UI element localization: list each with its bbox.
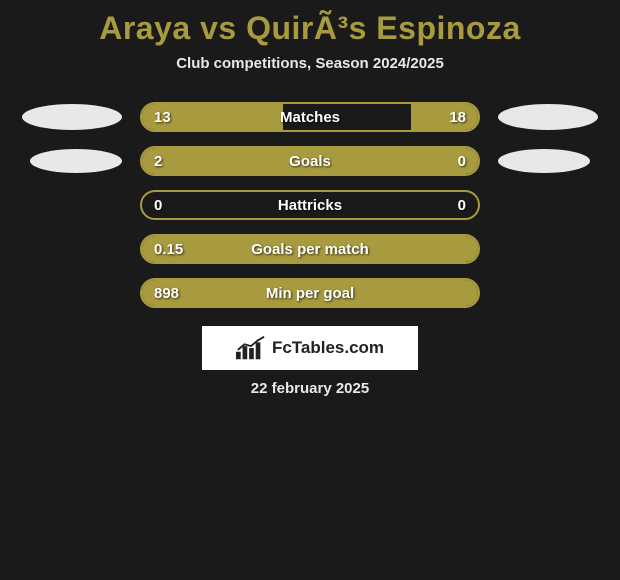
page-title: Araya vs QuirÃ³s Espinoza: [0, 10, 620, 47]
player-avatar-right: [498, 104, 598, 130]
stat-value-right: 0: [458, 153, 466, 170]
stat-bar: 898Min per goal: [140, 278, 480, 308]
stat-value-right: 0: [458, 197, 466, 214]
stat-bar: 13Matches18: [140, 102, 480, 132]
player-avatar-left: [30, 149, 122, 173]
stat-label: Goals: [142, 153, 478, 170]
stat-label: Min per goal: [142, 285, 478, 302]
stat-row: 898Min per goal: [0, 278, 620, 308]
subtitle: Club competitions, Season 2024/2025: [0, 55, 620, 72]
stat-bar: 0Hattricks0: [140, 190, 480, 220]
logo-text: FcTables.com: [272, 338, 384, 358]
date: 22 february 2025: [0, 380, 620, 397]
stat-row: 0.15Goals per match: [0, 234, 620, 264]
chart-icon: [236, 336, 266, 360]
stat-rows: 13Matches182Goals00Hattricks00.15Goals p…: [0, 102, 620, 308]
player-avatar-left: [22, 104, 122, 130]
stat-bar: 2Goals0: [140, 146, 480, 176]
stat-row: 2Goals0: [0, 146, 620, 176]
comparison-widget: Araya vs QuirÃ³s Espinoza Club competiti…: [0, 0, 620, 397]
stat-row: 0Hattricks0: [0, 190, 620, 220]
stat-label: Hattricks: [142, 197, 478, 214]
stat-label: Matches: [142, 109, 478, 126]
stat-bar: 0.15Goals per match: [140, 234, 480, 264]
stat-label: Goals per match: [142, 241, 478, 258]
source-logo[interactable]: FcTables.com: [202, 326, 418, 370]
player-avatar-right: [498, 149, 590, 173]
stat-value-right: 18: [449, 109, 466, 126]
stat-row: 13Matches18: [0, 102, 620, 132]
